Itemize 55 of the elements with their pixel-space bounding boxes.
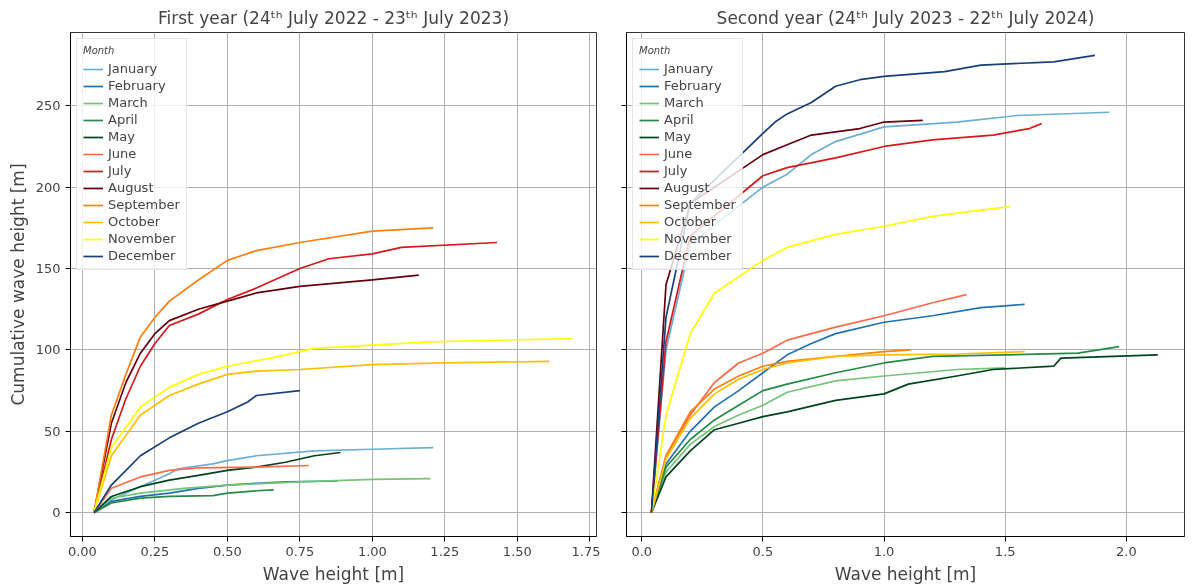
y-axis-title: Cumulative wave height [m] (7, 163, 28, 406)
y-tick-label: 200 (35, 179, 61, 195)
x-tick-label: 1.5 (994, 543, 1016, 559)
legend-label: May (664, 129, 691, 144)
legend-label: May (108, 129, 135, 144)
legend-label: August (108, 180, 154, 195)
y-tick-label: 50 (43, 423, 61, 439)
x-tick-label: 2.0 (1116, 543, 1137, 559)
x-tick-label: 0.25 (140, 543, 170, 559)
x-axis-title: Wave height [m] (262, 563, 405, 584)
x-tick-label: 1.25 (430, 543, 460, 559)
y-tick-label: 150 (35, 261, 61, 277)
x-tick-label: 0.5 (752, 543, 774, 559)
x-tick-label: 1.0 (873, 543, 895, 559)
chart-title: Second year (24ᵗʰ July 2023 - 22ᵗʰ July 2024) (716, 7, 1095, 28)
legend-label: March (108, 95, 148, 110)
legend-label: January (108, 61, 158, 76)
legend-label: November (664, 231, 732, 246)
chart-title: First year (24ᵗʰ July 2022 - 23ᵗʰ July 2023) (157, 7, 510, 28)
y-tick-label: 250 (35, 98, 61, 114)
y-tick-label: 0 (52, 505, 61, 521)
legend-label: November (108, 231, 176, 246)
x-tick-label: 1.50 (502, 543, 532, 559)
legend-label: December (108, 248, 176, 263)
legend-label: October (664, 214, 717, 229)
legend-label: April (664, 112, 694, 127)
x-tick-label: 1.75 (571, 543, 601, 559)
line-series (93, 337, 574, 514)
x-tick-label: 0.50 (212, 543, 242, 559)
y-tick-label: 100 (35, 342, 61, 358)
line-series (93, 489, 275, 514)
legend-label: January (664, 61, 714, 76)
legend-title: Month (639, 45, 672, 56)
legend-title: Month (83, 45, 116, 56)
x-axis-title: Wave height [m] (834, 563, 977, 584)
legend-label: July (664, 163, 688, 178)
legend-label: September (108, 197, 180, 212)
legend-label: September (664, 197, 736, 212)
x-tick-label: 0.0 (631, 543, 653, 559)
x-tick-label: 0.75 (285, 543, 315, 559)
legend-label: August (664, 180, 710, 195)
legend-label: June (664, 146, 693, 161)
legend-label: July (108, 163, 132, 178)
legend-label: February (108, 78, 166, 93)
line-series (93, 464, 310, 514)
x-tick-label: 0.00 (67, 543, 97, 559)
legend-label: February (664, 78, 722, 93)
line-series (93, 451, 342, 514)
legend-label: October (108, 214, 161, 229)
legend-label: December (664, 248, 732, 263)
legend-label: March (664, 95, 704, 110)
x-tick-label: 1.00 (357, 543, 387, 559)
legend-label: April (108, 112, 138, 127)
legend-label: June (108, 146, 137, 161)
line-series (93, 389, 301, 514)
